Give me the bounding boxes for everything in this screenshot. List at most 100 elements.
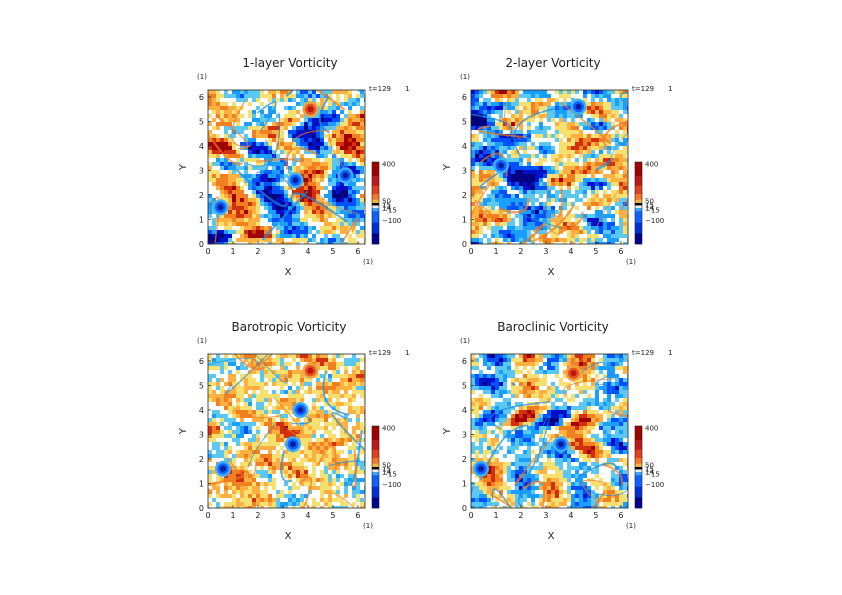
field-cell [340, 122, 344, 126]
field-cell [483, 222, 487, 226]
field-cell [344, 226, 348, 230]
field-cell [288, 118, 292, 122]
field-cell [340, 374, 344, 378]
field-cell [519, 218, 523, 222]
field-cell [364, 358, 365, 362]
field-cell [284, 458, 288, 462]
vortex-core [307, 367, 314, 374]
field-cell [236, 142, 240, 146]
field-cell [615, 110, 619, 114]
field-cell [276, 230, 280, 234]
field-cell [312, 478, 316, 482]
field-cell [284, 154, 288, 158]
field-cell [487, 238, 491, 242]
field-cell [260, 98, 264, 102]
field-cell [252, 458, 256, 462]
field-cell [308, 202, 312, 206]
field-cell [280, 490, 284, 494]
field-cell [352, 134, 356, 138]
field-cell [328, 450, 332, 454]
field-cell [208, 458, 212, 462]
field-cell [487, 202, 491, 206]
field-cell [228, 234, 232, 238]
field-cell [304, 114, 308, 118]
field-cell [308, 186, 312, 190]
field-cell [360, 114, 364, 118]
field-cell [615, 238, 619, 242]
field-cell [495, 182, 499, 186]
field-cell [352, 162, 356, 166]
field-cell [483, 198, 487, 202]
field-cell [507, 146, 511, 150]
field-cell [256, 374, 260, 378]
field-cell [328, 106, 332, 110]
field-cell [567, 138, 571, 142]
field-cell [619, 130, 623, 134]
field-cell [551, 214, 555, 218]
field-cell [340, 458, 344, 462]
field-cell [547, 94, 551, 98]
field-cell [208, 170, 212, 174]
field-cell [216, 166, 220, 170]
field-cell [523, 102, 527, 106]
field-cell [320, 374, 324, 378]
field-cell [220, 434, 224, 438]
field-cell [288, 434, 292, 438]
field-cell [268, 210, 272, 214]
field-cell [220, 482, 224, 486]
field-cell [224, 378, 228, 382]
field-cell [224, 482, 228, 486]
field-cell [352, 126, 356, 130]
field-cell [567, 150, 571, 154]
field-cell [208, 126, 212, 130]
field-cell [228, 474, 232, 478]
field-cell [264, 150, 268, 154]
field-cell [284, 406, 288, 410]
field-cell [276, 210, 280, 214]
field-cell [224, 490, 228, 494]
field-cell [232, 474, 236, 478]
field-cell [216, 426, 220, 430]
field-cell [491, 162, 495, 166]
field-cell [276, 226, 280, 230]
field-cell [260, 94, 264, 98]
field-cell [332, 186, 336, 190]
field-cell [244, 478, 248, 482]
field-cell [272, 354, 276, 358]
field-cell [495, 102, 499, 106]
field-cell [264, 146, 268, 150]
field-cell [324, 210, 328, 214]
field-cell [236, 114, 240, 118]
field-cell [555, 234, 559, 238]
field-cell [284, 462, 288, 466]
field-cell [627, 354, 628, 358]
field-cell [208, 434, 212, 438]
field-cell [547, 130, 551, 134]
y-tick-label: 2 [199, 455, 204, 464]
field-cell [579, 226, 583, 230]
field-cell [224, 386, 228, 390]
field-cell [292, 382, 296, 386]
field-cell [571, 218, 575, 222]
field-cell [304, 222, 308, 226]
field-cell [531, 90, 535, 94]
field-cell [587, 210, 591, 214]
field-cell [248, 446, 252, 450]
field-cell [232, 398, 236, 402]
field-cell [360, 130, 364, 134]
field-cell [356, 222, 360, 226]
field-cell [527, 94, 531, 98]
field-cell [252, 358, 256, 362]
field-cell [280, 382, 284, 386]
field-cell [555, 102, 559, 106]
field-cell [268, 190, 272, 194]
field-cell [352, 418, 356, 422]
field-cell [232, 390, 236, 394]
field-cell [232, 394, 236, 398]
colorbar-segment [372, 162, 379, 177]
field-cell [248, 122, 252, 126]
field-cell [348, 410, 352, 414]
field-cell [559, 146, 563, 150]
field-cell [260, 214, 264, 218]
field-cell [320, 354, 324, 358]
